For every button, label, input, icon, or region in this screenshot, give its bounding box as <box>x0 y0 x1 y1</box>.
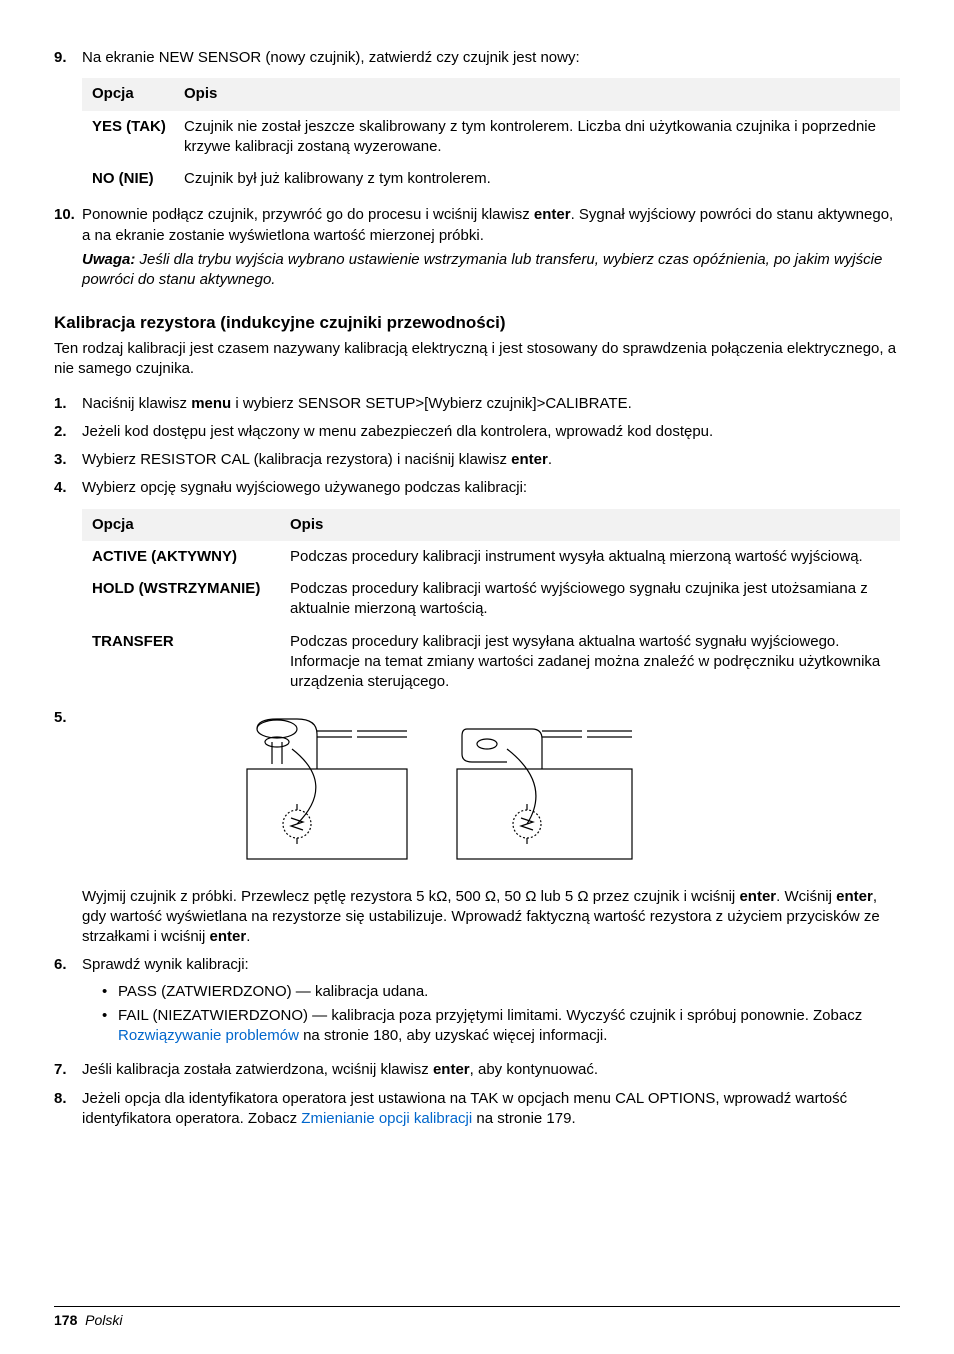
list-item-5: 5. <box>54 708 900 947</box>
list-item-9: 9. Na ekranie NEW SENSOR (nowy czujnik),… <box>54 48 900 68</box>
text: . <box>548 451 552 468</box>
cell-option: TRANSFER <box>92 632 290 693</box>
table-row: ACTIVE (AKTYWNY) Podczas procedury kalib… <box>82 541 900 573</box>
item-body: Sprawdź wynik kalibracji: • PASS (ZATWIE… <box>82 955 900 1052</box>
item-number: 9. <box>54 48 82 68</box>
item-number: 10. <box>54 205 82 290</box>
text: i wybierz SENSOR SETUP>[Wybierz czujnik]… <box>231 395 632 412</box>
cell-option: HOLD (WSTRZYMANIE) <box>92 579 290 620</box>
text: Sprawdź wynik kalibracji: <box>82 956 249 973</box>
item-body: Jeżeli opcja dla identyfikatora operator… <box>82 1089 900 1130</box>
table-row: YES (TAK) Czujnik nie został jeszcze ska… <box>82 111 900 164</box>
page: 9. Na ekranie NEW SENSOR (nowy czujnik),… <box>0 0 954 1354</box>
item-number: 7. <box>54 1060 82 1080</box>
table-header: Opcja Opis <box>82 78 900 110</box>
item-body: Na ekranie NEW SENSOR (nowy czujnik), za… <box>82 48 900 68</box>
col-option: Opcja <box>92 515 290 535</box>
bullet-dot: • <box>102 1006 118 1047</box>
table-header: Opcja Opis <box>82 509 900 541</box>
cell-description: Czujnik nie został jeszcze skalibrowany … <box>184 117 890 158</box>
item-body: Wybierz opcję sygnału wyjściowego używan… <box>82 478 900 498</box>
item-body: Wybierz RESISTOR CAL (kalibracja rezysto… <box>82 450 900 470</box>
bullet-dot: • <box>102 982 118 1002</box>
item-number: 8. <box>54 1089 82 1130</box>
text: . Wciśnij <box>776 888 836 905</box>
bullet-text: PASS (ZATWIERDZONO) — kalibracja udana. <box>118 982 428 1002</box>
list-item-8: 8. Jeżeli opcja dla identyfikatora opera… <box>54 1089 900 1130</box>
list-item-1: 1. Naciśnij klawisz menu i wybierz SENSO… <box>54 394 900 414</box>
link-cal-options[interactable]: Zmienianie opcji kalibracji <box>301 1110 472 1127</box>
item-body: Jeśli kalibracja została zatwierdzona, w… <box>82 1060 900 1080</box>
col-description: Opis <box>184 84 890 104</box>
text: na stronie 179. <box>472 1110 575 1127</box>
diagram-svg <box>242 714 662 864</box>
cell-description: Podczas procedury kalibracji jest wysyła… <box>290 632 890 693</box>
text: Jeśli kalibracja została zatwierdzona, w… <box>82 1061 433 1078</box>
cell-option: NO (NIE) <box>92 169 184 189</box>
section-heading: Kalibracja rezystora (indukcyjne czujnik… <box>54 312 900 335</box>
list-item-7: 7. Jeśli kalibracja została zatwierdzona… <box>54 1060 900 1080</box>
col-description: Opis <box>290 515 890 535</box>
enter-key: enter <box>739 888 776 905</box>
table-row: NO (NIE) Czujnik był już kalibrowany z t… <box>82 163 900 195</box>
link-troubleshooting[interactable]: Rozwiązywanie problemów <box>118 1027 299 1044</box>
text: FAIL (NIEZATWIERDZONO) — kalibracja poza… <box>118 1007 862 1024</box>
cell-description: Podczas procedury kalibracji instrument … <box>290 547 890 567</box>
menu-key: menu <box>191 395 231 412</box>
table-row: TRANSFER Podczas procedury kalibracji je… <box>82 626 900 699</box>
bullet-list: • PASS (ZATWIERDZONO) — kalibracja udana… <box>102 982 900 1047</box>
list-item-2: 2. Jeżeli kod dostępu jest włączony w me… <box>54 422 900 442</box>
options-table-2: Opcja Opis ACTIVE (AKTYWNY) Podczas proc… <box>82 509 900 699</box>
list-item-4: 4. Wybierz opcję sygnału wyjściowego uży… <box>54 478 900 498</box>
note: Uwaga: Jeśli dla trybu wyjścia wybrano u… <box>82 250 900 291</box>
text: Ponownie podłącz czujnik, przywróć go do… <box>82 206 534 223</box>
enter-key: enter <box>836 888 873 905</box>
cell-description: Czujnik był już kalibrowany z tym kontro… <box>184 169 890 189</box>
item-body: Naciśnij klawisz menu i wybierz SENSOR S… <box>82 394 900 414</box>
bullet-item: • FAIL (NIEZATWIERDZONO) — kalibracja po… <box>102 1006 900 1047</box>
enter-key: enter <box>433 1061 470 1078</box>
intro-paragraph: Ten rodzaj kalibracji jest czasem nazywa… <box>54 339 900 380</box>
text: Wyjmij czujnik z próbki. Przewlecz pętlę… <box>82 888 739 905</box>
text: Naciśnij klawisz <box>82 395 191 412</box>
enter-key: enter <box>511 451 548 468</box>
sensor-diagram <box>242 714 900 870</box>
note-label: Uwaga: <box>82 251 135 268</box>
item-number: 4. <box>54 478 82 498</box>
list-item-10: 10. Ponownie podłącz czujnik, przywróć g… <box>54 205 900 290</box>
col-option: Opcja <box>92 84 184 104</box>
item-number: 6. <box>54 955 82 1052</box>
item-body: Ponownie podłącz czujnik, przywróć go do… <box>82 205 900 290</box>
item-body: Jeżeli kod dostępu jest włączony w menu … <box>82 422 900 442</box>
table-row: HOLD (WSTRZYMANIE) Podczas procedury kal… <box>82 573 900 626</box>
text: na stronie 180, aby uzyskać więcej infor… <box>299 1027 607 1044</box>
cell-option: ACTIVE (AKTYWNY) <box>92 547 290 567</box>
enter-key: enter <box>534 206 571 223</box>
text: Wybierz RESISTOR CAL (kalibracja rezysto… <box>82 451 511 468</box>
list-item-3: 3. Wybierz RESISTOR CAL (kalibracja rezy… <box>54 450 900 470</box>
text: . <box>246 928 250 945</box>
page-language: Polski <box>85 1312 122 1328</box>
page-number: 178 <box>54 1312 77 1328</box>
enter-key: enter <box>210 928 247 945</box>
item-number: 5. <box>54 708 82 947</box>
bullet-text: FAIL (NIEZATWIERDZONO) — kalibracja poza… <box>118 1006 900 1047</box>
item-number: 3. <box>54 450 82 470</box>
text: , aby kontynuować. <box>470 1061 598 1078</box>
page-footer: 178 Polski <box>54 1306 900 1330</box>
item-number: 2. <box>54 422 82 442</box>
item-body: Wyjmij czujnik z próbki. Przewlecz pętlę… <box>82 708 900 947</box>
cell-option: YES (TAK) <box>92 117 184 158</box>
options-table-1: Opcja Opis YES (TAK) Czujnik nie został … <box>82 78 900 195</box>
note-text: Jeśli dla trybu wyjścia wybrano ustawien… <box>82 251 882 288</box>
list-item-6: 6. Sprawdź wynik kalibracji: • PASS (ZAT… <box>54 955 900 1052</box>
item-number: 1. <box>54 394 82 414</box>
bullet-item: • PASS (ZATWIERDZONO) — kalibracja udana… <box>102 982 900 1002</box>
cell-description: Podczas procedury kalibracji wartość wyj… <box>290 579 890 620</box>
